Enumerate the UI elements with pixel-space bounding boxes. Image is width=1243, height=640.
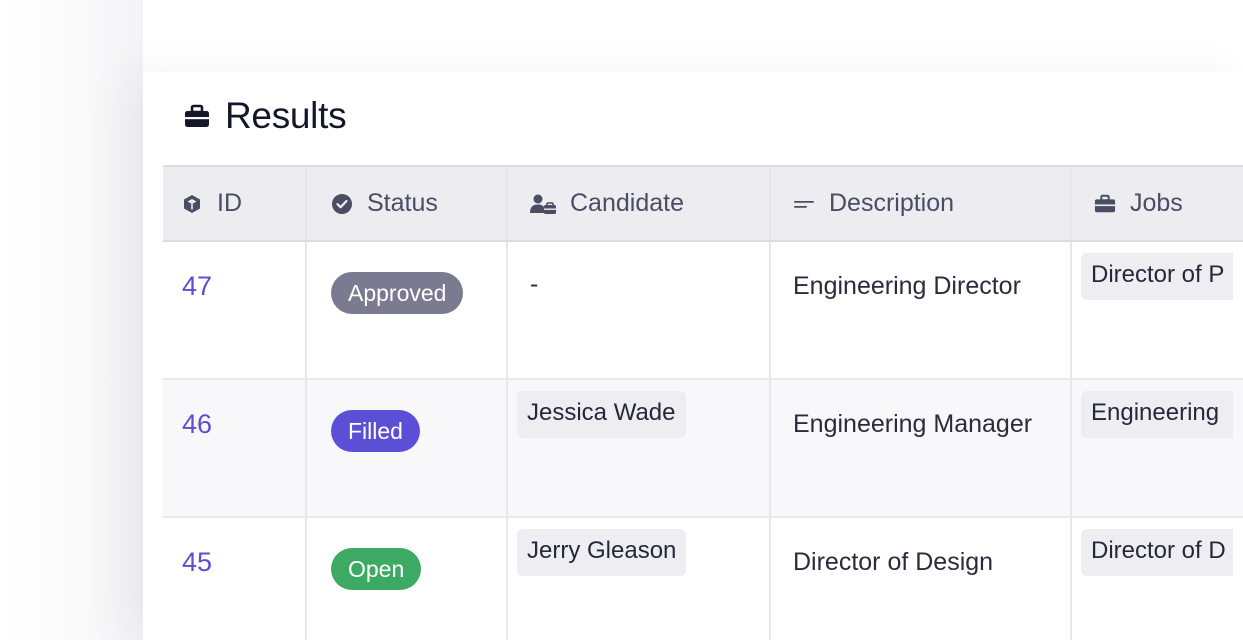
column-header-id[interactable]: ID	[163, 167, 307, 240]
candidate-cell: Jessica Wade	[508, 380, 771, 516]
status-badge: Approved	[331, 272, 464, 314]
cube-icon	[181, 193, 203, 215]
jobs-cell: Director of P	[1072, 242, 1243, 378]
status-cell: Approved	[307, 242, 508, 378]
id-cell: 46	[163, 380, 307, 516]
user-badge-icon	[530, 193, 556, 215]
results-table: ID Status	[163, 165, 1243, 640]
table-header-row: ID Status	[163, 165, 1243, 242]
description-cell: Engineering Director	[771, 242, 1072, 378]
candidate-empty: -	[530, 270, 539, 298]
table-row[interactable]: 46 Filled Jessica Wade Engineering Manag…	[163, 380, 1243, 518]
status-cell: Filled	[307, 380, 508, 516]
text-lines-icon	[793, 193, 815, 215]
table-row[interactable]: 47 Approved - Engineering Director Direc…	[163, 242, 1243, 380]
column-header-label: ID	[217, 189, 242, 217]
description-text: Engineering Director	[793, 272, 1021, 300]
id-cell: 47	[163, 242, 307, 378]
column-header-label: Description	[829, 189, 955, 217]
results-panel: Results ID	[143, 72, 1243, 640]
record-id-link[interactable]: 47	[182, 271, 213, 301]
description-cell: Director of Design	[771, 518, 1072, 640]
briefcase-icon	[183, 102, 211, 130]
jobs-cell: Engineering	[1072, 380, 1243, 516]
status-badge: Filled	[331, 410, 420, 452]
job-chip[interactable]: Engineering	[1081, 391, 1233, 438]
job-chip[interactable]: Director of D	[1081, 529, 1233, 576]
briefcase-icon	[1094, 193, 1116, 215]
record-id-link[interactable]: 46	[182, 409, 213, 439]
candidate-cell: Jerry Gleason	[508, 518, 771, 640]
column-header-candidate[interactable]: Candidate	[508, 167, 771, 240]
id-cell: 45	[163, 518, 307, 640]
column-header-jobs[interactable]: Jobs	[1072, 167, 1243, 240]
status-badge: Open	[331, 548, 422, 590]
description-text: Engineering Manager	[793, 410, 1033, 438]
column-header-status[interactable]: Status	[307, 167, 508, 240]
column-header-label: Jobs	[1130, 189, 1183, 217]
column-header-description[interactable]: Description	[771, 167, 1072, 240]
description-text: Director of Design	[793, 548, 994, 576]
column-header-label: Candidate	[570, 189, 684, 217]
jobs-cell: Director of D	[1072, 518, 1243, 640]
column-header-label: Status	[367, 189, 438, 217]
job-chip[interactable]: Director of P	[1081, 253, 1233, 300]
record-id-link[interactable]: 45	[182, 547, 213, 577]
candidate-chip[interactable]: Jerry Gleason	[517, 529, 687, 576]
page-backdrop	[0, 0, 143, 640]
candidate-cell: -	[508, 242, 771, 378]
panel-header: Results	[183, 95, 347, 136]
description-cell: Engineering Manager	[771, 380, 1072, 516]
check-circle-icon	[331, 193, 353, 215]
page-title: Results	[225, 95, 347, 136]
status-cell: Open	[307, 518, 508, 640]
table-row[interactable]: 45 Open Jerry Gleason Director of Design…	[163, 518, 1243, 640]
candidate-chip[interactable]: Jessica Wade	[517, 391, 686, 438]
